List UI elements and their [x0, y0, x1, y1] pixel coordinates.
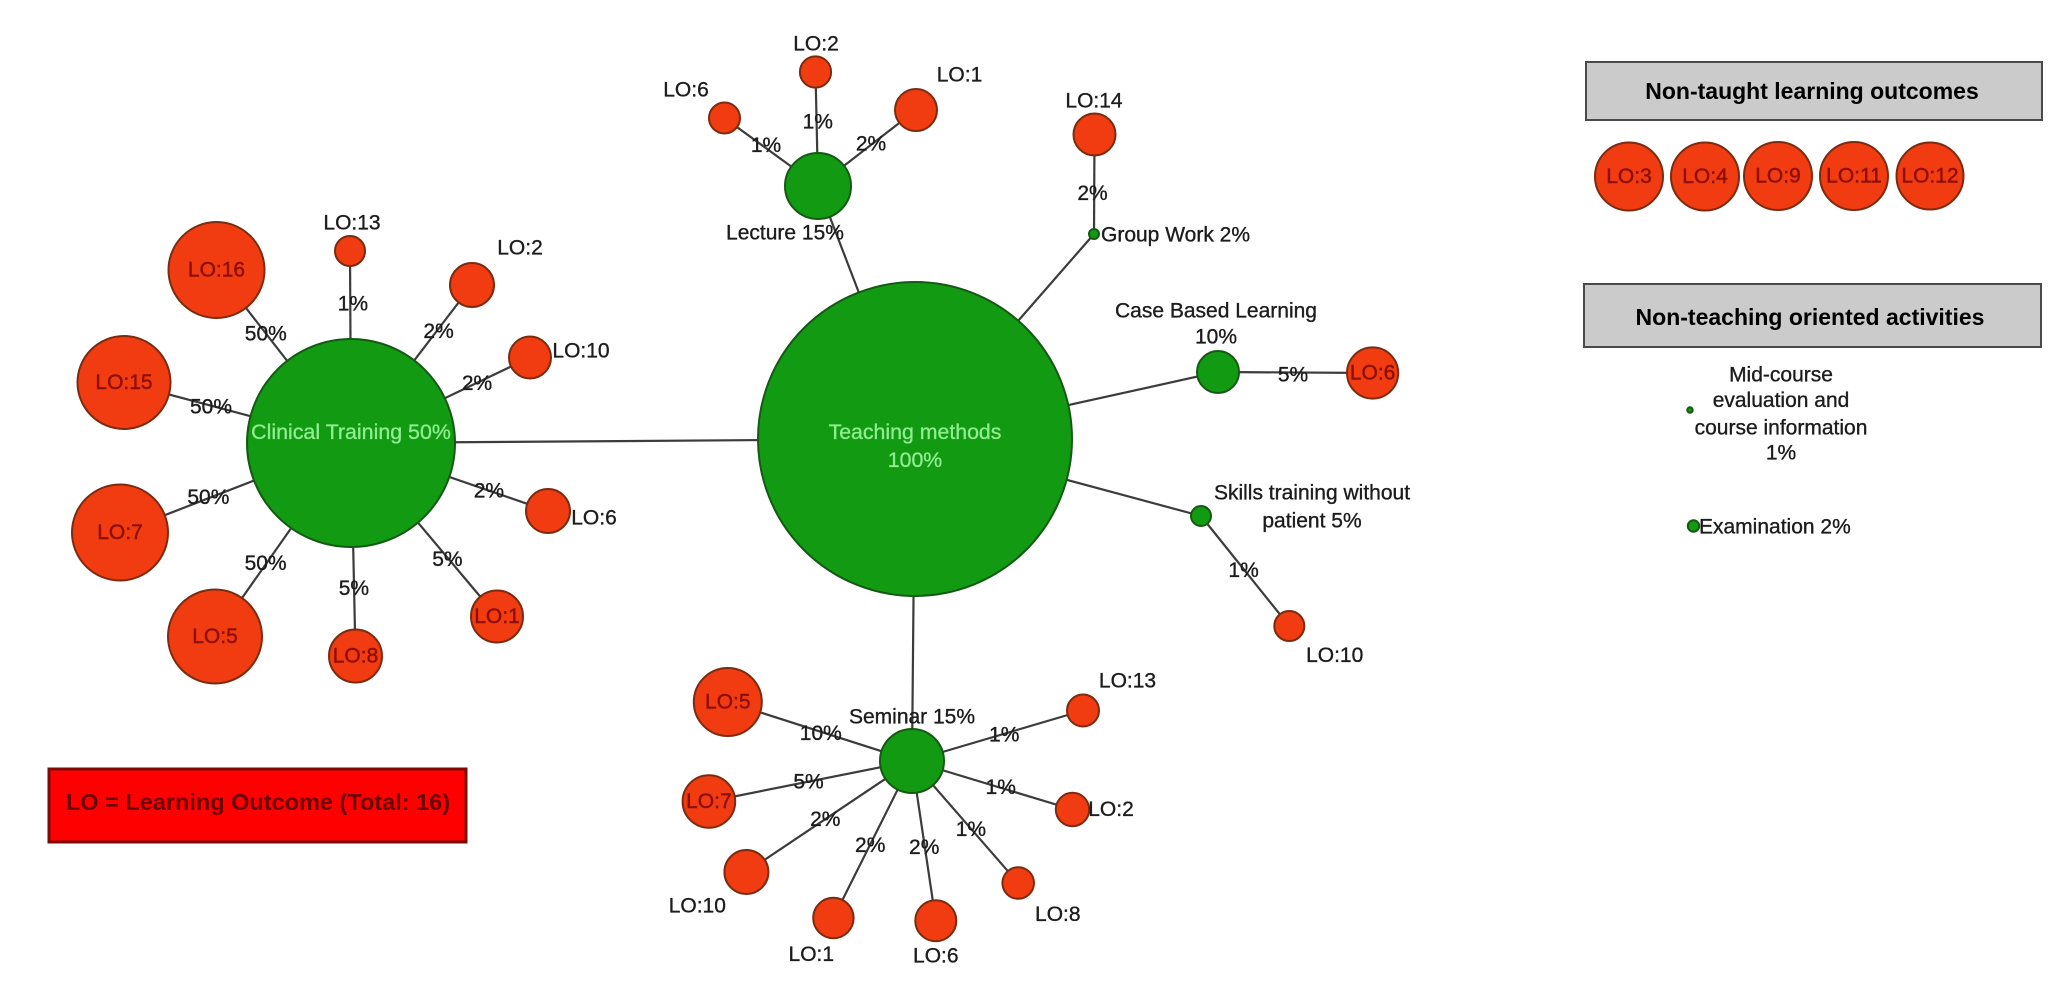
- svg-text:Lecture 15%: Lecture 15%: [726, 222, 844, 245]
- svg-text:Mid-course: Mid-course: [1729, 364, 1833, 387]
- svg-text:LO:5: LO:5: [705, 691, 751, 714]
- svg-text:2%: 2%: [423, 320, 453, 343]
- svg-text:10%: 10%: [1195, 326, 1237, 349]
- svg-text:LO:1: LO:1: [937, 64, 983, 87]
- svg-text:LO = Learning Outcome (Total:: LO = Learning Outcome (Total: 16): [66, 789, 450, 815]
- svg-text:50%: 50%: [245, 322, 287, 345]
- svg-text:Clinical Training 50%: Clinical Training 50%: [251, 420, 451, 444]
- svg-text:Examination 2%: Examination 2%: [1699, 516, 1851, 539]
- svg-text:50%: 50%: [245, 552, 287, 575]
- svg-text:Non-taught learning outcomes: Non-taught learning outcomes: [1645, 78, 1979, 104]
- svg-text:2%: 2%: [909, 836, 939, 859]
- svg-text:1%: 1%: [803, 111, 833, 134]
- svg-text:LO:7: LO:7: [97, 521, 143, 544]
- svg-text:LO:15: LO:15: [95, 371, 152, 394]
- svg-text:50%: 50%: [187, 486, 229, 509]
- svg-text:5%: 5%: [1278, 363, 1308, 386]
- svg-text:patient 5%: patient 5%: [1262, 510, 1361, 533]
- svg-text:Group Work 2%: Group Work 2%: [1101, 224, 1250, 247]
- svg-text:LO:10: LO:10: [1306, 644, 1363, 667]
- svg-text:LO:6: LO:6: [1350, 362, 1396, 385]
- svg-text:LO:11: LO:11: [1826, 165, 1882, 188]
- svg-text:LO:1: LO:1: [474, 605, 520, 628]
- svg-text:1%: 1%: [956, 818, 986, 841]
- svg-text:1%: 1%: [338, 293, 368, 316]
- svg-text:10%: 10%: [800, 722, 842, 745]
- svg-text:100%: 100%: [888, 448, 943, 472]
- svg-text:LO:8: LO:8: [333, 645, 379, 668]
- svg-text:LO:10: LO:10: [552, 340, 609, 363]
- svg-text:LO:13: LO:13: [323, 212, 380, 235]
- svg-text:Seminar 15%: Seminar 15%: [849, 706, 975, 729]
- svg-text:5%: 5%: [339, 577, 369, 600]
- svg-text:Teaching methods: Teaching methods: [829, 420, 1002, 444]
- svg-text:5%: 5%: [432, 548, 462, 571]
- svg-text:LO:2: LO:2: [1088, 798, 1134, 821]
- svg-text:1%: 1%: [989, 724, 1019, 747]
- svg-text:2%: 2%: [810, 808, 840, 831]
- svg-text:LO:3: LO:3: [1606, 165, 1652, 188]
- svg-text:course information: course information: [1695, 417, 1868, 440]
- svg-text:2%: 2%: [856, 133, 886, 156]
- svg-text:1%: 1%: [1228, 559, 1258, 582]
- svg-text:LO:5: LO:5: [192, 625, 238, 648]
- svg-text:LO:16: LO:16: [188, 259, 245, 282]
- svg-text:LO:8: LO:8: [1035, 903, 1081, 926]
- svg-text:2%: 2%: [462, 372, 492, 395]
- svg-text:LO:9: LO:9: [1755, 165, 1801, 188]
- svg-text:LO:10: LO:10: [669, 895, 726, 918]
- svg-text:LO:6: LO:6: [913, 944, 959, 967]
- svg-text:5%: 5%: [793, 771, 823, 794]
- svg-text:2%: 2%: [855, 834, 885, 857]
- svg-text:LO:7: LO:7: [686, 790, 732, 813]
- svg-text:LO:1: LO:1: [789, 943, 835, 966]
- svg-text:Non-teaching oriented activiti: Non-teaching oriented activities: [1636, 304, 1985, 330]
- svg-text:Case Based Learning: Case Based Learning: [1115, 300, 1317, 323]
- svg-text:LO:2: LO:2: [497, 237, 543, 260]
- svg-text:2%: 2%: [1077, 182, 1107, 205]
- svg-text:Skills training without: Skills training without: [1214, 482, 1410, 505]
- svg-text:2%: 2%: [474, 480, 504, 503]
- svg-text:LO:6: LO:6: [571, 507, 617, 530]
- svg-text:evaluation and: evaluation and: [1713, 389, 1850, 412]
- svg-text:50%: 50%: [190, 395, 232, 418]
- svg-text:1%: 1%: [751, 134, 781, 157]
- svg-text:1%: 1%: [986, 776, 1016, 799]
- svg-text:1%: 1%: [1766, 442, 1796, 465]
- svg-text:LO:12: LO:12: [1901, 165, 1958, 188]
- svg-text:LO:2: LO:2: [793, 33, 839, 56]
- svg-text:LO:14: LO:14: [1065, 90, 1123, 113]
- svg-text:LO:4: LO:4: [1682, 165, 1728, 188]
- svg-text:LO:13: LO:13: [1099, 670, 1156, 693]
- svg-text:LO:6: LO:6: [663, 79, 709, 102]
